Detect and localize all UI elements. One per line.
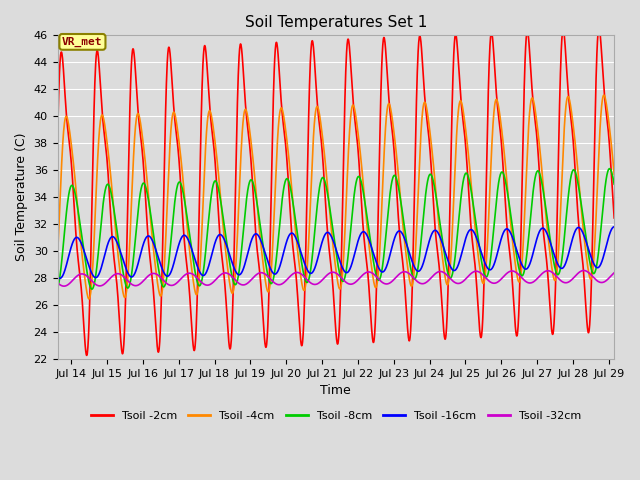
Tsoil -16cm [595,264,602,270]
Line: Tsoil -32cm: Tsoil -32cm [58,271,614,286]
Tsoil -8cm [605,166,613,171]
Line: Tsoil -16cm: Tsoil -16cm [58,227,614,278]
Tsoil -32cm [492,280,500,286]
Text: VR_met: VR_met [62,37,102,47]
Tsoil -8cm [310,240,317,245]
Tsoil -16cm [56,276,63,281]
Tsoil -16cm [492,255,500,261]
Tsoil -16cm [324,230,332,236]
Tsoil -2cm [310,48,317,53]
Tsoil -8cm [54,286,61,291]
Legend: Tsoil -2cm, Tsoil -4cm, Tsoil -8cm, Tsoil -16cm, Tsoil -32cm: Tsoil -2cm, Tsoil -4cm, Tsoil -8cm, Tsoi… [86,407,586,425]
Tsoil -4cm [324,194,332,200]
Tsoil -32cm [60,283,68,289]
Tsoil -16cm [83,254,90,260]
Tsoil -2cm [594,30,602,36]
Line: Tsoil -8cm: Tsoil -8cm [58,168,614,289]
Tsoil -4cm [82,284,90,289]
Tsoil -32cm [611,270,618,276]
Tsoil -4cm [595,161,602,167]
Line: Tsoil -2cm: Tsoil -2cm [58,28,614,355]
Y-axis label: Soil Temperature (C): Soil Temperature (C) [15,133,28,262]
Tsoil -4cm [54,254,61,260]
Tsoil -2cm [324,240,332,246]
Tsoil -8cm [82,263,90,268]
Tsoil -4cm [310,130,317,135]
Tsoil -8cm [594,253,602,259]
Tsoil -32cm [324,271,332,277]
Tsoil -2cm [492,87,500,93]
Tsoil -8cm [595,251,602,257]
Tsoil -8cm [324,196,332,202]
Tsoil -4cm [600,92,608,98]
Tsoil -16cm [54,274,61,279]
X-axis label: Time: Time [321,384,351,397]
Tsoil -4cm [594,168,602,174]
Tsoil -32cm [83,273,90,278]
Tsoil -4cm [85,296,93,302]
Tsoil -32cm [595,279,602,285]
Tsoil -2cm [54,135,61,141]
Tsoil -8cm [611,181,618,187]
Tsoil -2cm [611,215,618,221]
Tsoil -32cm [580,268,588,274]
Tsoil -4cm [611,171,618,177]
Line: Tsoil -4cm: Tsoil -4cm [58,95,614,299]
Tsoil -16cm [310,268,317,274]
Tsoil -16cm [611,224,618,229]
Tsoil -32cm [310,281,317,287]
Tsoil -8cm [88,286,95,292]
Tsoil -32cm [54,280,61,286]
Tsoil -32cm [595,279,602,285]
Title: Soil Temperatures Set 1: Soil Temperatures Set 1 [244,15,427,30]
Tsoil -2cm [595,25,603,31]
Tsoil -2cm [82,350,90,356]
Tsoil -16cm [594,265,602,271]
Tsoil -2cm [83,352,91,358]
Tsoil -2cm [595,27,602,33]
Tsoil -8cm [492,201,500,206]
Tsoil -4cm [492,96,500,102]
